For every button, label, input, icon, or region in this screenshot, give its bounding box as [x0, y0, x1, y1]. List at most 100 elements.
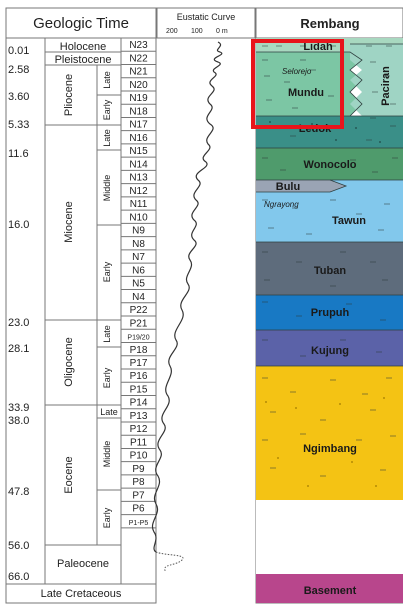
subepoch-late: Late: [102, 71, 112, 89]
zone-label: P17: [130, 358, 148, 369]
formation-kujung-fill: [256, 330, 403, 366]
zone-label: P8: [132, 477, 145, 488]
zone-label: P12: [130, 424, 148, 435]
zone-label: N14: [129, 159, 148, 170]
epoch-paleocene: Paleocene: [57, 558, 109, 570]
formation-boundaries: [256, 43, 403, 367]
age-label: 47.8: [8, 486, 29, 498]
highlight-box: [251, 39, 344, 129]
zone-label: N22: [129, 53, 148, 64]
zone-label: N15: [129, 146, 148, 157]
zone-label: N12: [129, 186, 148, 197]
zone-label: N17: [129, 120, 148, 131]
eustatic-header-frame: [156, 7, 256, 39]
zone-label: N4: [132, 292, 145, 303]
formation-wonocolo-fill: [256, 148, 403, 180]
rembang-title: Rembang: [300, 16, 359, 31]
formation-tawun-fill: [256, 180, 403, 242]
zone-label: N21: [129, 67, 148, 78]
age-label: 28.1: [8, 343, 29, 355]
subepoch-middle: Middle: [102, 175, 112, 202]
zone-label: N23: [129, 40, 148, 51]
zone-label: N20: [129, 80, 148, 91]
zone-label: N7: [132, 252, 145, 263]
formation-selorejo-label: Selorejo: [282, 67, 312, 76]
formation-kujung-label: Kujung: [311, 345, 349, 357]
zone-label: P21: [130, 318, 148, 329]
subepoch-early: Early: [102, 507, 112, 528]
formation-gap: [256, 500, 403, 574]
zone-label: N13: [129, 173, 148, 184]
formation-prupuh-label: Prupuh: [311, 307, 350, 319]
zone-label: P14: [130, 398, 148, 409]
zone-label: N19: [129, 93, 148, 104]
zone-label: P16: [130, 371, 148, 382]
subepoch-labels: Late Early Late Middle Early Late Early …: [100, 71, 118, 528]
epoch-late-cretaceous: Late Cretaceous: [41, 588, 122, 600]
subepoch-late: Late: [100, 407, 118, 417]
formation-basement-label: Basement: [304, 585, 357, 597]
formation-mundu-label: Mundu: [288, 87, 324, 99]
age-label: 56.0: [8, 540, 29, 552]
formation-basement-fill: [256, 574, 403, 603]
subepoch-early: Early: [102, 261, 112, 282]
formation-paciran-fill: [345, 44, 403, 126]
zone-label: P1-P5: [129, 520, 149, 527]
eustatic-tick-100: 100: [191, 28, 203, 35]
formation-tuban-fill: [256, 242, 403, 295]
eustatic-curve-dotted: [155, 551, 184, 573]
epoch-grid: [6, 38, 156, 585]
formation-bulu-label: Bulu: [276, 181, 300, 193]
age-label: 0.01: [8, 45, 29, 57]
formation-lidah-label: Lidah: [303, 41, 333, 53]
zone-label: P18: [130, 345, 148, 356]
geologic-time-title: Geologic Time: [33, 15, 129, 32]
lithology-marks: [262, 45, 398, 477]
age-label: 11.6: [8, 148, 29, 160]
zone-grid: [121, 50, 156, 529]
epoch-pliocene: Pliocene: [63, 74, 75, 116]
subepoch-early: Early: [102, 99, 112, 120]
subepoch-late: Late: [102, 129, 112, 147]
age-label: 16.0: [8, 219, 29, 231]
formation-ngimbang-lower-fill: [256, 490, 403, 500]
eustatic-tick-200: 200: [166, 28, 178, 35]
epoch-holocene: Holocene: [60, 41, 106, 53]
formation-mundu-fill: [256, 52, 362, 116]
age-label: 2.58: [8, 64, 29, 76]
zone-label: P19/20: [127, 335, 149, 342]
zone-label: N5: [132, 279, 145, 290]
formation-bulu-fill: [256, 180, 346, 192]
zone-label: N11: [130, 199, 148, 210]
epoch-labels: Holocene Pleistocene Pliocene Miocene Ol…: [41, 41, 122, 600]
zone-label: N10: [129, 212, 148, 223]
formation-paciran-label: Paciran: [380, 66, 392, 106]
subepoch-early: Early: [102, 367, 112, 388]
age-label: 33.9: [8, 402, 29, 414]
geologic-time-frame: [5, 7, 157, 604]
zone-label: P9: [132, 464, 145, 475]
formation-ngrayong-label: Ngrayong: [264, 200, 299, 209]
formation-ngimbang-label: Ngimbang: [303, 443, 357, 455]
formation-prupuh-fill: [256, 295, 403, 330]
formation-column: [256, 38, 403, 603]
zone-label: N18: [129, 106, 148, 117]
epoch-miocene: Miocene: [63, 201, 75, 243]
subepoch-middle: Middle: [102, 441, 112, 468]
zone-label: P13: [130, 411, 148, 422]
age-label: 3.60: [8, 91, 29, 103]
zone-label: P10: [130, 451, 148, 462]
subepoch-late: Late: [102, 325, 112, 343]
ngimbang-dots: [265, 397, 385, 487]
eustatic-tick-0m: 0 m: [216, 28, 228, 35]
zone-label: P6: [132, 504, 145, 515]
formation-ngimbang-fill: [256, 366, 403, 490]
zone-label: P22: [130, 305, 148, 316]
zone-label: N16: [129, 133, 148, 144]
epoch-eocene: Eocene: [63, 456, 75, 493]
age-axis: 0.01 2.58 3.60 5.33 11.6 16.0 23.0 28.1 …: [8, 45, 29, 583]
zone-label: N6: [132, 265, 145, 276]
age-label: 23.0: [8, 317, 29, 329]
eustatic-curve-title: Eustatic Curve: [177, 12, 236, 22]
